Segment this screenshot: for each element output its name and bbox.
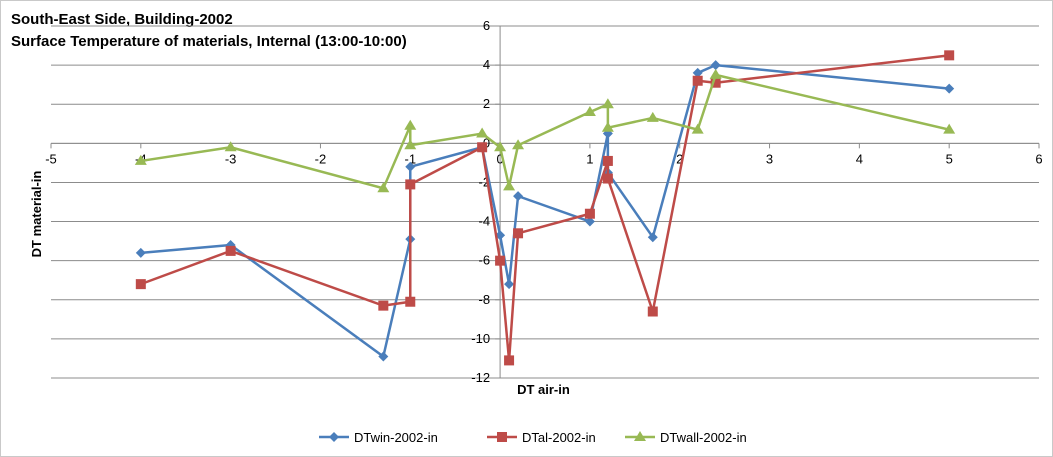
- data-point: [512, 139, 525, 150]
- y-tick-label: 6: [483, 18, 490, 33]
- data-point: [404, 119, 417, 130]
- data-point: [504, 355, 515, 366]
- x-tick-label: 2: [676, 151, 683, 166]
- series-layer: [134, 50, 956, 366]
- data-point: [601, 121, 614, 132]
- legend-label: DTal-2002-in: [522, 430, 596, 445]
- x-tick-label: -5: [45, 151, 57, 166]
- x-tick-label: 0: [496, 151, 503, 166]
- grid-lines: [51, 25, 1039, 379]
- data-point: [602, 173, 613, 184]
- data-point: [224, 141, 237, 152]
- data-point: [944, 50, 955, 61]
- x-axis-label: DT air-in: [517, 382, 570, 397]
- data-point: [513, 191, 524, 202]
- chart-title-block: South-East Side, Building-2002 Surface T…: [11, 9, 407, 53]
- data-point: [647, 232, 658, 243]
- y-tick-label: -4: [479, 214, 491, 229]
- legend-swatch-marker: [497, 432, 507, 442]
- data-point: [476, 127, 489, 138]
- legend-item: DTwall-2002-in: [625, 430, 747, 445]
- data-point: [377, 182, 390, 193]
- data-point: [602, 155, 613, 166]
- y-axis-label: DT material-in: [29, 171, 44, 258]
- data-point: [477, 142, 488, 153]
- data-point: [405, 179, 416, 190]
- data-point: [513, 228, 524, 239]
- data-point: [584, 216, 595, 227]
- legend-label: DTwin-2002-in: [354, 430, 438, 445]
- legend-swatch-marker: [329, 432, 339, 442]
- series-square: [135, 50, 955, 366]
- x-tick-label: 4: [856, 151, 863, 166]
- series-line: [140, 73, 950, 190]
- x-tick-label: 6: [1035, 151, 1042, 166]
- x-tick-label: -2: [315, 151, 327, 166]
- data-point: [404, 139, 417, 150]
- x-tick-label: 3: [766, 151, 773, 166]
- series-triangle: [134, 68, 956, 193]
- y-tick-label: 2: [483, 96, 490, 111]
- data-point: [135, 247, 146, 258]
- data-point: [225, 245, 236, 256]
- series-diamond: [135, 60, 955, 362]
- y-tick-label: -8: [479, 292, 491, 307]
- data-point: [378, 351, 389, 362]
- y-tick-label: -2: [479, 174, 491, 189]
- data-point: [134, 154, 147, 165]
- data-point: [503, 180, 516, 191]
- data-point: [944, 83, 955, 94]
- chart-subtitle: Surface Temperature of materials, Intern…: [11, 33, 407, 50]
- series-line: [140, 63, 950, 358]
- y-tick-label: -10: [471, 331, 490, 346]
- data-point: [692, 67, 703, 78]
- data-point: [584, 208, 595, 219]
- data-point: [494, 141, 507, 152]
- data-point: [405, 161, 416, 172]
- data-point: [943, 123, 956, 134]
- y-tick-label: -6: [479, 253, 491, 268]
- x-tick-label: -1: [404, 151, 416, 166]
- legend-swatch-marker: [634, 431, 646, 441]
- data-point: [378, 300, 389, 311]
- x-tick-label: 5: [946, 151, 953, 166]
- axes: [50, 25, 1040, 379]
- x-tick-label: -3: [225, 151, 237, 166]
- data-point: [647, 306, 658, 317]
- data-point: [135, 279, 146, 290]
- data-point: [709, 68, 722, 79]
- data-point: [710, 60, 721, 71]
- data-point: [583, 106, 596, 117]
- legend-item: DTal-2002-in: [487, 430, 596, 445]
- data-point: [495, 255, 506, 266]
- data-point: [692, 75, 703, 86]
- y-tick-label: 4: [483, 57, 490, 72]
- data-point: [405, 296, 416, 307]
- legend-item: DTwin-2002-in: [319, 430, 438, 445]
- chart-title: South-East Side, Building-2002: [11, 11, 233, 28]
- data-point: [601, 98, 614, 109]
- data-point: [710, 77, 721, 88]
- series-line: [140, 54, 950, 362]
- legend-label: DTwall-2002-in: [660, 430, 747, 445]
- data-point: [691, 123, 704, 134]
- legend: DTwin-2002-in DTal-2002-in DTwall-2002-in: [319, 430, 747, 445]
- x-tick-label: 1: [586, 151, 593, 166]
- data-point: [646, 111, 659, 122]
- data-point: [504, 279, 515, 290]
- y-tick-label: -12: [471, 370, 490, 385]
